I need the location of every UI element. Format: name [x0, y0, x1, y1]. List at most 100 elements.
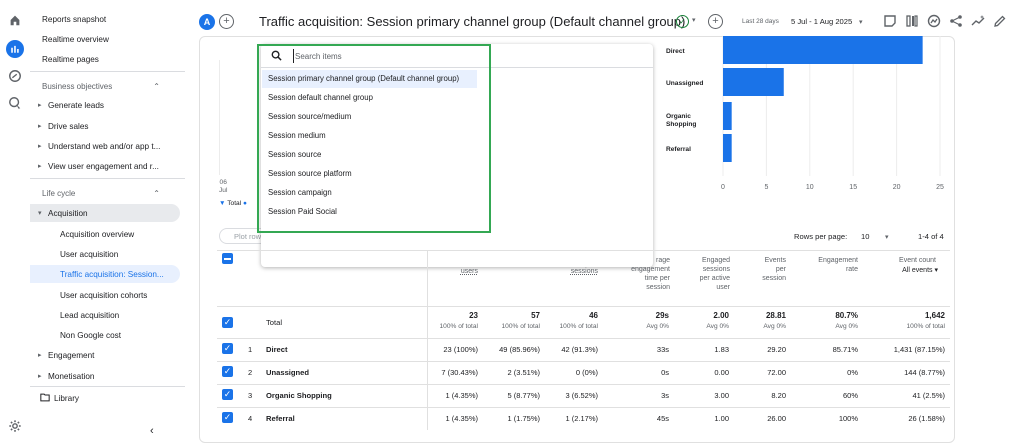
bar-direct[interactable] — [723, 36, 923, 64]
dimension-search-input[interactable] — [293, 49, 493, 63]
all-events-select[interactable]: All events ▾ — [860, 266, 938, 275]
row-channel-name[interactable]: Direct — [266, 345, 288, 354]
row-cell: 0.00 — [714, 368, 729, 377]
sidebar-item-user-acquisition-cohorts[interactable]: User acquisition cohorts — [60, 290, 148, 300]
sidebar-item-realtime-overview[interactable]: Realtime overview — [42, 34, 109, 44]
dropdown-option[interactable]: Session source/medium — [268, 112, 352, 121]
home-icon[interactable] — [7, 12, 23, 28]
table-divider — [217, 338, 950, 339]
col-header-engagement-rate[interactable]: Engagement rate — [800, 256, 858, 274]
bar-unassigned[interactable] — [723, 68, 784, 96]
dropdown-option[interactable]: Session campaign — [268, 188, 332, 197]
date-preset-label[interactable]: Last 28 days — [742, 18, 779, 25]
row-checkbox[interactable]: ✓ — [222, 366, 233, 377]
select-all-checkbox[interactable] — [222, 253, 233, 264]
dropdown-option[interactable]: Session source — [268, 150, 322, 159]
header-text: time per — [644, 275, 670, 282]
total-value: 57 — [531, 311, 540, 320]
header-text: rage — [655, 257, 670, 264]
sidebar-item-understand-traffic[interactable]: ▸ Understand web and/or app t... — [30, 137, 180, 155]
advertising-icon[interactable] — [7, 95, 23, 111]
chevron-up-icon[interactable]: ⌃ — [153, 188, 160, 198]
sidebar-item-drive-sales[interactable]: ▸ Drive sales — [30, 117, 180, 135]
rows-caret-icon[interactable]: ▾ — [885, 234, 889, 241]
row-channel-name[interactable]: Unassigned — [266, 368, 310, 377]
search-icon — [271, 50, 282, 61]
chevron-up-icon[interactable]: ⌃ — [153, 81, 160, 91]
total-subvalue: 100% of total — [439, 323, 479, 330]
bar-organic-shopping[interactable] — [723, 102, 732, 130]
row-cell: 5 (8.77%) — [507, 391, 540, 400]
row-cell: 85.71% — [832, 345, 858, 354]
sidebar-item-monetisation[interactable]: ▸ Monetisation — [30, 367, 180, 385]
sidebar-item-traffic-acquisition[interactable]: Traffic acquisition: Session... — [30, 265, 180, 283]
col-header-event-count[interactable]: Event count — [868, 256, 936, 265]
compare-columns-icon[interactable] — [905, 14, 919, 28]
row-checkbox[interactable]: ✓ — [222, 389, 233, 400]
caret-down-icon[interactable]: ▾ — [692, 17, 696, 24]
insights-note-icon[interactable] — [883, 14, 897, 28]
sidebar-item-view-engagement[interactable]: ▸ View user engagement and r... — [30, 157, 180, 175]
row-checkbox[interactable]: ✓ — [222, 343, 233, 354]
rows-per-page-select[interactable]: 10 — [861, 232, 870, 241]
share-icon[interactable] — [949, 14, 963, 28]
edit-pencil-icon[interactable] — [993, 14, 1007, 28]
row-cell: 26.00 — [767, 414, 786, 423]
total-row-checkbox[interactable]: ✓ — [222, 317, 233, 328]
row-cell: 3 (6.52%) — [565, 391, 598, 400]
row-cell: 45s — [656, 414, 669, 423]
comparison-avatar[interactable]: A — [199, 14, 215, 30]
reports-icon[interactable] — [6, 40, 24, 58]
dropdown-option[interactable]: Session Paid Social — [268, 207, 337, 216]
sidebar-nav: Reports snapshot Realtime overview Realt… — [30, 0, 185, 443]
caret-right-icon: ▸ — [38, 163, 42, 170]
bar-referral[interactable] — [723, 134, 732, 162]
x-tick-label: 5 — [764, 184, 768, 191]
section-life-cycle[interactable]: Life cycle ⌃ — [30, 184, 180, 202]
sidebar-item-lead-acquisition[interactable]: Lead acquisition — [60, 310, 120, 320]
dropdown-option[interactable]: Session primary channel group (Default c… — [262, 70, 477, 88]
row-checkbox[interactable]: ✓ — [222, 412, 233, 423]
header-text: Event count — [899, 257, 936, 264]
sidebar-item-non-google-cost[interactable]: Non Google cost — [60, 330, 121, 340]
table-divider — [217, 361, 950, 362]
settings-gear-icon[interactable] — [7, 418, 23, 434]
sidebar-item-engagement[interactable]: ▸ Engagement — [30, 346, 180, 364]
sidebar-item-realtime-pages[interactable]: Realtime pages — [42, 54, 99, 64]
date-tick-day: 06 — [219, 179, 227, 186]
add-filter-icon[interactable]: + — [708, 14, 723, 29]
dimension-dropdown[interactable]: Session primary channel group (Default c… — [261, 44, 653, 267]
pagination-count: 1-4 of 4 — [918, 232, 944, 241]
row-cell: 0 (0%) — [575, 368, 598, 377]
row-cell: 23 (100%) — [443, 345, 478, 354]
row-channel-name[interactable]: Referral — [266, 414, 295, 423]
col-header-sessions[interactable]: sessions — [550, 267, 598, 276]
dropdown-option[interactable]: Session default channel group — [268, 93, 373, 102]
trend-sparkle-icon[interactable] — [971, 14, 985, 28]
dropdown-option[interactable]: Session medium — [268, 131, 326, 140]
date-range[interactable]: 5 Jul - 1 Aug 2025 — [791, 17, 853, 26]
sidebar-item-acquisition-overview[interactable]: Acquisition overview — [60, 229, 135, 239]
col-header-events-per-session[interactable]: Events per session — [740, 256, 786, 283]
table-divider — [217, 306, 950, 307]
explore-icon[interactable] — [7, 68, 23, 84]
col-header-users[interactable]: users — [440, 267, 478, 276]
row-channel-name[interactable]: Organic Shopping — [266, 391, 332, 400]
sidebar-item-generate-leads[interactable]: ▸ Generate leads — [30, 96, 180, 114]
section-business-objectives[interactable]: Business objectives ⌃ — [30, 77, 180, 95]
dropdown-option[interactable]: Session source platform — [268, 169, 352, 178]
insights-icon[interactable] — [927, 14, 941, 28]
rows-per-page-label: Rows per page: — [794, 232, 848, 241]
sidebar-item-acquisition[interactable]: ▾ Acquisition — [30, 204, 180, 222]
add-comparison-icon[interactable]: + — [219, 14, 234, 29]
line-chart-legend[interactable]: ▼ Total ● — [219, 200, 247, 207]
total-value: 28.81 — [765, 311, 786, 320]
date-caret-icon[interactable]: ▾ — [859, 19, 863, 26]
check-status-icon[interactable]: ✓ — [676, 15, 689, 28]
col-header-avg-engagement[interactable]: rage engagement time per session — [606, 256, 670, 292]
col-header-engaged-sessions[interactable]: Engaged sessions per active user — [680, 256, 730, 292]
collapse-sidebar-icon[interactable]: ‹ — [150, 425, 154, 437]
sidebar-item-library[interactable]: Library — [30, 389, 180, 407]
sidebar-item-reports-snapshot[interactable]: Reports snapshot — [42, 14, 107, 24]
sidebar-item-user-acquisition[interactable]: User acquisition — [60, 249, 119, 259]
